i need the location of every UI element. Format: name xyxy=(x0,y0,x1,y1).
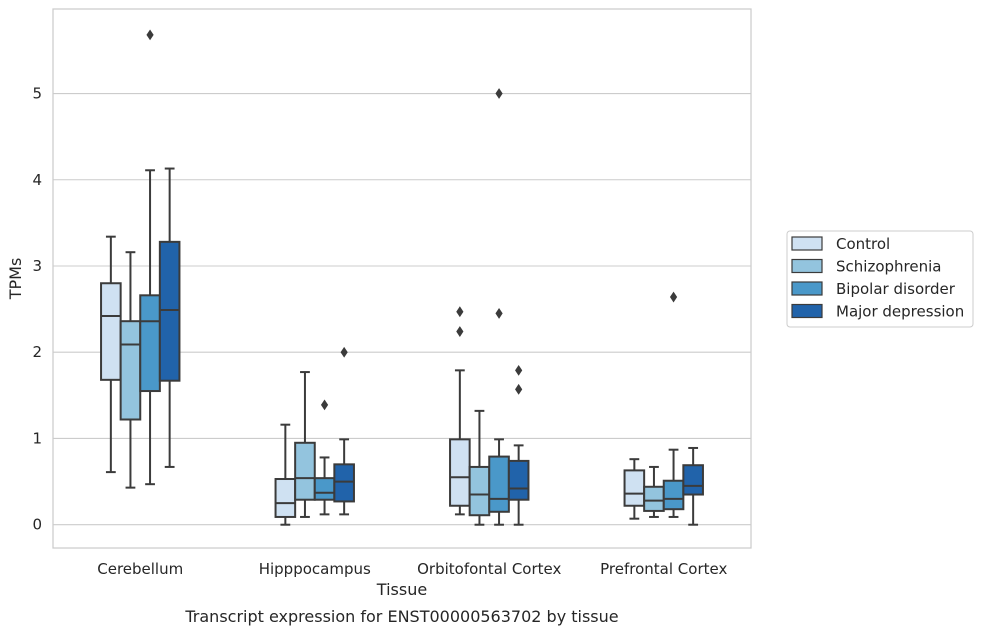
x-tick-label: Prefrontal Cortex xyxy=(600,560,727,578)
box-plot xyxy=(449,306,471,516)
legend-label: Schizophrenia xyxy=(836,258,941,276)
outlier-point xyxy=(456,306,464,318)
y-tick-label: 1 xyxy=(32,429,42,447)
outlier-point xyxy=(320,399,329,411)
box xyxy=(313,477,336,501)
outlier-point xyxy=(340,346,348,358)
outlier-point xyxy=(456,326,464,337)
outlier-point xyxy=(495,88,503,99)
box xyxy=(100,282,122,381)
outlier-point xyxy=(515,364,523,376)
box-plot xyxy=(507,364,530,526)
x-tick-label: Hipppocampus xyxy=(259,560,371,578)
x-tick-labels: Cerebellum Hipppocampus Orbitofontal Corte… xyxy=(97,560,727,578)
box xyxy=(507,459,530,501)
box-plot xyxy=(119,251,142,489)
box-plot xyxy=(313,399,336,516)
legend-swatch xyxy=(791,258,823,274)
box xyxy=(158,240,181,382)
legend-item: Schizophrenia xyxy=(791,258,941,276)
box-plot xyxy=(294,371,316,518)
legend-item: Bipolar disorder xyxy=(791,280,956,298)
chart-caption: Transcript expression for ENST0000056370… xyxy=(184,607,618,626)
outlier-point xyxy=(146,29,154,41)
box-plot xyxy=(100,235,122,474)
legend-label: Control xyxy=(836,235,890,253)
box-plot xyxy=(682,446,704,526)
box-plot xyxy=(643,465,665,518)
y-tick-label: 4 xyxy=(32,171,42,189)
box xyxy=(682,464,704,496)
outlier-point xyxy=(495,308,503,319)
y-tick-label: 5 xyxy=(32,85,42,103)
legend-swatch xyxy=(791,236,823,251)
box xyxy=(139,294,161,393)
box-plot xyxy=(274,423,297,526)
y-tick-label: 2 xyxy=(32,343,42,361)
box-plot xyxy=(158,167,181,468)
legend-swatch xyxy=(791,281,823,296)
box xyxy=(488,455,510,513)
legend-frame xyxy=(786,230,974,328)
y-tick-label: 0 xyxy=(32,516,42,534)
x-tick-label: Cerebellum xyxy=(97,560,183,578)
x-axis-title: Tissue xyxy=(376,580,427,599)
box xyxy=(449,438,471,507)
outlier-point xyxy=(669,291,678,303)
legend-item: Major depression xyxy=(791,303,964,321)
box-plot xyxy=(662,291,685,518)
box-plot xyxy=(488,88,510,526)
plot-frame xyxy=(52,8,752,549)
box xyxy=(643,485,665,512)
y-axis-title: TPMs xyxy=(6,258,25,301)
y-tick-labels: 0 1 2 3 4 5 xyxy=(32,85,42,534)
legend-label: Bipolar disorder xyxy=(836,280,956,298)
legend-swatch xyxy=(791,303,823,319)
legend-item: Control xyxy=(791,235,890,253)
box xyxy=(274,478,297,518)
box-plot xyxy=(623,458,646,520)
box-plot xyxy=(468,409,491,526)
box xyxy=(333,463,355,503)
box xyxy=(662,479,685,511)
box-plot xyxy=(139,29,161,486)
legend-label: Major depression xyxy=(836,303,964,321)
box-plots xyxy=(100,29,704,526)
legend: Control Schizophrenia Bipolar disorder Majo… xyxy=(786,230,974,328)
outlier-point xyxy=(515,383,523,395)
box xyxy=(623,469,646,507)
box xyxy=(468,465,491,517)
y-tick-label: 3 xyxy=(32,257,42,275)
x-tick-label: Orbitofontal Cortex xyxy=(417,560,561,578)
box-plot xyxy=(333,346,355,516)
box xyxy=(294,441,316,501)
box xyxy=(119,320,142,421)
